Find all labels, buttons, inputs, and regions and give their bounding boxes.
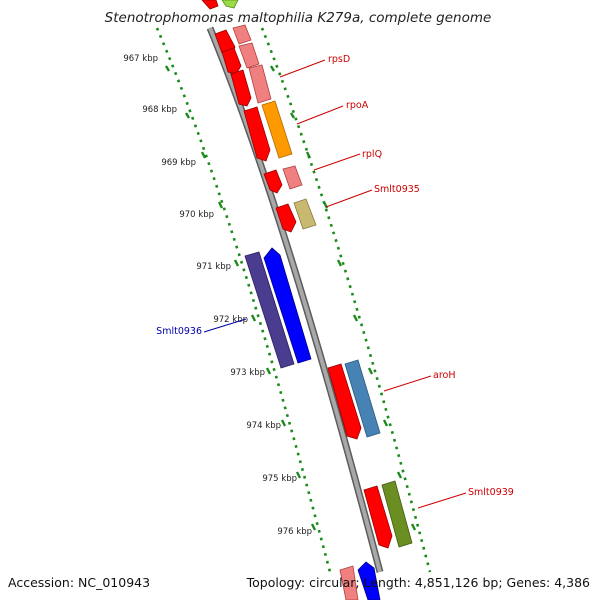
gene-feature[interactable]	[293, 198, 317, 230]
right-major-ticks	[269, 65, 417, 531]
tick-label: 967 kbp	[123, 54, 158, 64]
tick-label: 976 kbp	[277, 527, 312, 537]
map-title: Stenotrophomonas maltophilia K279a, comp…	[105, 10, 492, 26]
gene-feature[interactable]	[221, 47, 242, 75]
gene-feature[interactable]	[261, 100, 293, 159]
gene-feature[interactable]	[275, 203, 297, 233]
gene-label-smlt0936[interactable]: Smlt0936	[156, 326, 202, 337]
gene-feature[interactable]	[357, 561, 381, 600]
gene-feature[interactable]	[244, 251, 295, 369]
topology-text: Topology: circular; Length: 4,851,126 bp…	[246, 575, 590, 590]
gene-label-smlt0935[interactable]: Smlt0935	[374, 184, 420, 195]
left-scale-line	[155, 27, 332, 573]
gene-feature[interactable]	[201, 0, 219, 10]
gene-feature[interactable]	[238, 42, 260, 69]
gene-feature[interactable]	[263, 169, 283, 194]
gene-feature[interactable]	[339, 565, 359, 600]
gene-feature[interactable]	[263, 247, 312, 364]
gene-feature[interactable]	[282, 165, 303, 190]
gene-feature[interactable]	[344, 359, 381, 438]
gene-label-rpoA[interactable]: rpoA	[346, 100, 369, 111]
accession-text: Accession: NC_010943	[8, 575, 150, 590]
gene-feature[interactable]	[243, 106, 271, 162]
gene-feature[interactable]	[363, 485, 393, 549]
tick-label: 973 kbp	[230, 368, 265, 378]
gene-label-rpsD[interactable]: rpsD	[328, 54, 350, 65]
gene-feature[interactable]	[230, 69, 252, 107]
left-major-ticks	[164, 65, 317, 531]
tick-label: 968 kbp	[142, 105, 177, 115]
gene-feature[interactable]	[327, 363, 362, 440]
tick-label: 970 kbp	[179, 210, 214, 220]
tick-label: 975 kbp	[262, 474, 297, 484]
gene-labels: rpsD rpoA rplQ Smlt0935 Smlt0936 aroH Sm…	[156, 54, 514, 498]
kbp-labels: 967 kbp 968 kbp 969 kbp 970 kbp 971 kbp …	[123, 54, 312, 537]
gene-feature[interactable]	[381, 480, 413, 548]
right-scale-line	[260, 27, 432, 573]
gene-features	[201, 0, 413, 600]
gene-label-smlt0939[interactable]: Smlt0939	[468, 487, 514, 498]
gene-feature[interactable]	[221, 0, 239, 9]
tick-label: 972 kbp	[213, 315, 248, 325]
tick-label: 969 kbp	[161, 158, 196, 168]
genome-backbone	[208, 27, 382, 573]
gene-feature[interactable]	[248, 64, 272, 104]
gene-leaders	[203, 59, 467, 509]
gene-feature[interactable]	[232, 24, 252, 45]
tick-label: 974 kbp	[246, 421, 281, 431]
tick-label: 971 kbp	[196, 262, 231, 272]
gene-label-aroH[interactable]: aroH	[433, 370, 455, 381]
gene-label-rplQ[interactable]: rplQ	[362, 149, 382, 160]
